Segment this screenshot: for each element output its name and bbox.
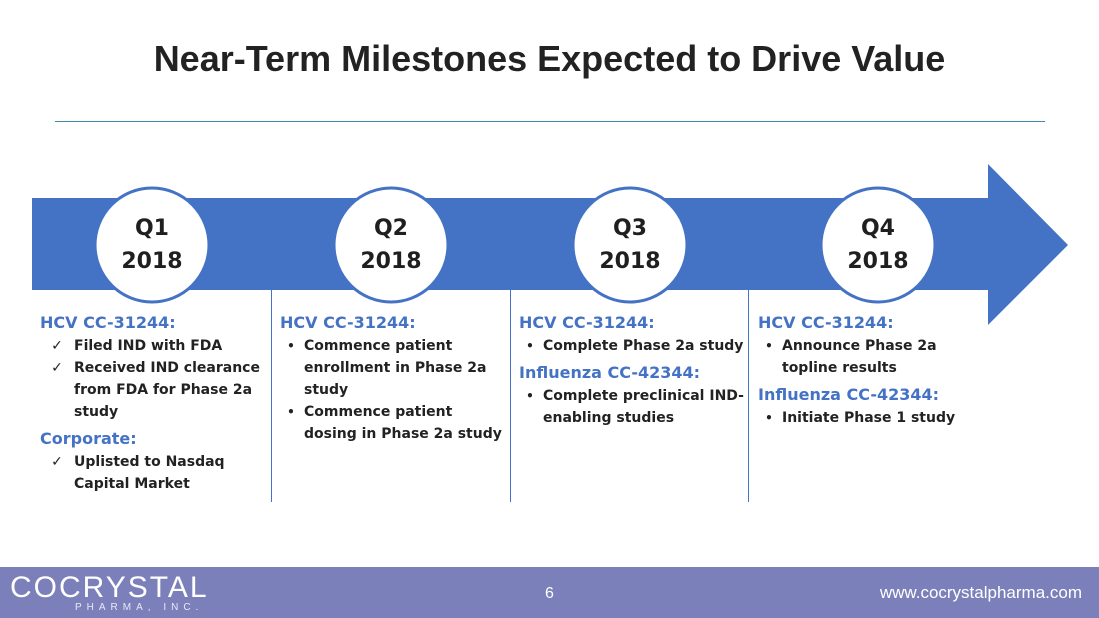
milestone-list: • Commence patient enrollment in Phase 2a…: [280, 335, 506, 445]
milestone-item: • Commence patient dosing in Phase 2a stu…: [280, 401, 506, 445]
quarter-year: 2018: [599, 249, 661, 274]
quarter-year: 2018: [121, 249, 183, 274]
milestone-list: • Complete Phase 2a study: [519, 335, 745, 357]
quarter-circle-q2: [332, 186, 450, 304]
section-heading: Corporate:: [40, 429, 137, 448]
milestone-list: • Complete preclinical IND-enabling studi…: [519, 385, 745, 429]
milestone-list: • Announce Phase 2a topline results: [758, 335, 984, 379]
bullet-icon: •: [765, 339, 773, 353]
slide-title: Near-Term Milestones Expected to Drive V…: [153, 38, 946, 79]
bullet-icon: •: [526, 389, 534, 403]
milestone-column-q4: HCV CC-31244: • Announce Phase 2a topline…: [758, 312, 984, 434]
timeline-arrow-shape: [32, 164, 1068, 325]
milestone-item: • Announce Phase 2a topline results: [758, 335, 984, 379]
milestone-text: Complete preclinical IND-enabling studie…: [543, 388, 744, 426]
milestone-item: • Complete preclinical IND-enabling studi…: [519, 385, 745, 429]
milestone-list: ✓ Uplisted to Nasdaq Capital Market: [40, 451, 266, 495]
section-heading: HCV CC-31244:: [280, 313, 416, 332]
milestone-list: ✓ Filed IND with FDA ✓ Received IND cleara…: [40, 335, 266, 423]
company-logo: COCRYSTAL: [10, 571, 209, 604]
milestone-column-q1: HCV CC-31244: ✓ Filed IND with FDA ✓ Recei…: [40, 312, 266, 500]
milestone-column-q3: HCV CC-31244: • Complete Phase 2a study I…: [519, 312, 745, 434]
milestone-text: Commence patient dosing in Phase 2a stud…: [304, 404, 502, 442]
milestone-text: Uplisted to Nasdaq Capital Market: [74, 454, 225, 492]
company-logo-subtitle: PHARMA, INC.: [75, 602, 204, 613]
milestone-item: ✓ Received IND clearance from FDA for Pha…: [40, 357, 266, 423]
milestone-item: • Complete Phase 2a study: [519, 335, 745, 357]
footer-bar: COCRYSTAL PHARMA, INC. 6 www.cocrystalph…: [0, 567, 1099, 618]
quarter-name: Q1: [134, 216, 169, 241]
milestone-text: Initiate Phase 1 study: [782, 410, 956, 426]
milestone-item: • Initiate Phase 1 study: [758, 407, 984, 429]
quarter-year: 2018: [847, 249, 909, 274]
quarter-label-q2: Q2 2018: [334, 212, 448, 278]
bullet-icon: •: [287, 405, 295, 419]
bullet-icon: •: [526, 339, 534, 353]
milestone-list: • Initiate Phase 1 study: [758, 407, 984, 429]
website-link[interactable]: www.cocrystalpharma.com: [879, 583, 1082, 602]
quarter-name: Q3: [612, 216, 647, 241]
check-icon: ✓: [51, 454, 63, 470]
milestone-text: Announce Phase 2a topline results: [782, 338, 937, 376]
section-heading: Influenza CC-42344:: [758, 385, 940, 404]
milestone-text: Commence patient enrollment in Phase 2a …: [304, 338, 487, 398]
bullet-icon: •: [287, 339, 295, 353]
title-divider: [55, 121, 1045, 122]
section-heading: HCV CC-31244:: [758, 313, 894, 332]
quarter-circle-q3: [571, 186, 689, 304]
quarter-label-q3: Q3 2018: [573, 212, 687, 278]
quarter-circle-q1: [93, 186, 211, 304]
page-number: 6: [545, 585, 554, 602]
section-heading: HCV CC-31244:: [519, 313, 655, 332]
quarter-label-q4: Q4 2018: [821, 212, 935, 278]
column-divider: [271, 290, 272, 502]
quarter-name: Q2: [373, 216, 408, 241]
milestone-text: Received IND clearance from FDA for Phas…: [74, 360, 260, 420]
check-icon: ✓: [51, 360, 63, 376]
column-divider: [510, 290, 511, 502]
milestone-text: Complete Phase 2a study: [543, 338, 744, 354]
section-heading: HCV CC-31244:: [40, 313, 176, 332]
section-heading: Influenza CC-42344:: [519, 363, 701, 382]
quarter-label-q1: Q1 2018: [95, 212, 209, 278]
milestone-item: ✓ Filed IND with FDA: [40, 335, 266, 357]
milestone-item: • Commence patient enrollment in Phase 2a…: [280, 335, 506, 401]
check-icon: ✓: [51, 338, 63, 354]
quarter-name: Q4: [860, 216, 895, 241]
bullet-icon: •: [765, 411, 773, 425]
column-divider: [748, 290, 749, 502]
quarter-circle-q4: [819, 186, 937, 304]
milestone-item: ✓ Uplisted to Nasdaq Capital Market: [40, 451, 266, 495]
milestone-column-q2: HCV CC-31244: • Commence patient enrollme…: [280, 312, 506, 450]
milestone-text: Filed IND with FDA: [74, 338, 223, 354]
quarter-year: 2018: [360, 249, 422, 274]
